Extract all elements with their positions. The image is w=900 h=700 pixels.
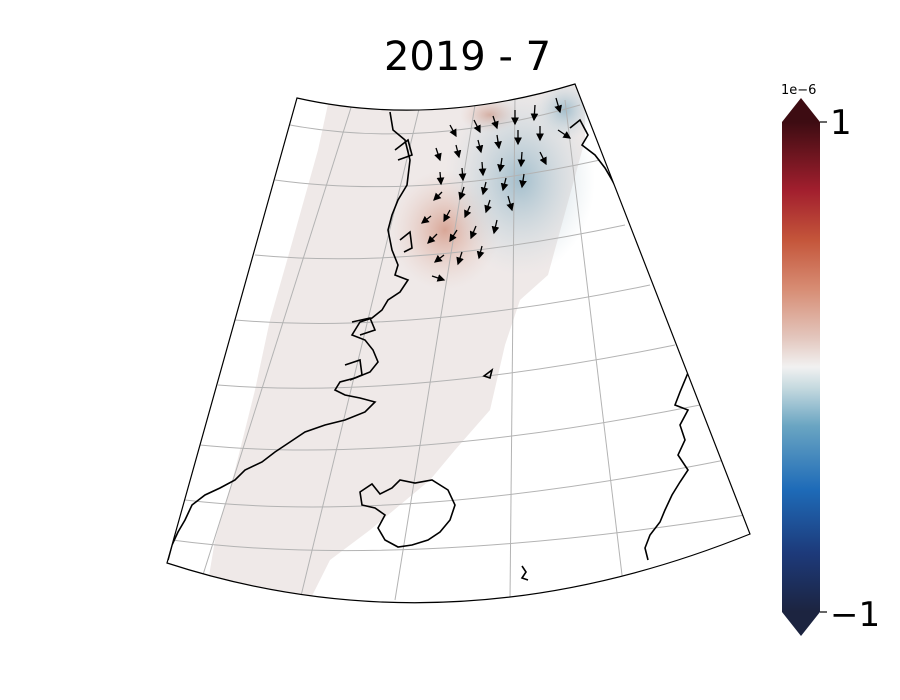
graticule [171,94,746,601]
vector-arrow [476,245,485,260]
vector-arrow [464,205,472,219]
vector-arrow [554,97,562,114]
vector-arrow [491,115,499,130]
coastlines [167,111,691,581]
vector-arrow [420,215,432,224]
vector-arrow [456,251,464,266]
iceland-coast [359,479,456,548]
greenland-fjord-2 [344,358,363,381]
vector-arrow [539,151,547,166]
vector-arrow [433,254,445,263]
colorbar-extend-max [782,98,820,122]
map-title: 2019 - 7 [383,34,552,80]
vector-arrow [478,161,487,177]
map-panel [166,83,751,604]
vector-arrow [453,144,462,159]
greenland-fjord-1 [351,317,377,336]
vector-arrow [436,171,445,186]
colorbar-exponent-label: 1e−6 [781,83,816,98]
vector-arrow [431,274,446,282]
vector-arrow [458,167,467,182]
jan-mayen [482,368,494,380]
greenland-fjord-4 [399,230,413,253]
vector-arrow [500,177,509,192]
vector-arrow [494,134,502,150]
vector-arrow [517,151,526,168]
vector-arrow [484,199,492,214]
vector-arrow [491,219,500,235]
vector-arrow [557,129,572,139]
vector-arrow [427,233,438,244]
map-frame [166,83,751,604]
vector-arrow [458,186,466,201]
vector-arrow [480,181,489,196]
svalbard-coast [569,118,621,196]
colorbar-min-label: −1 [830,595,880,635]
vector-arrow [506,195,514,212]
colorbar-max-label: 1 [830,103,852,143]
vector-arrow [449,229,458,243]
vector-arrow [434,147,442,162]
vector-arrow [449,124,457,138]
faroe-islands [520,565,529,581]
greenland-fjord-3 [394,138,413,161]
vector-arrow [530,104,539,122]
vector-arrow [433,191,443,201]
vector-arrow [443,209,451,223]
vector-arrows [420,97,572,282]
vector-arrow [469,225,478,240]
vector-arrow [475,139,484,154]
norway-coast [644,367,691,561]
colorbar-extend-min [782,612,820,636]
vector-arrow [519,173,527,189]
vector-arrow [473,119,481,134]
colorbar-gradient [782,122,820,612]
vector-arrow [497,157,505,173]
